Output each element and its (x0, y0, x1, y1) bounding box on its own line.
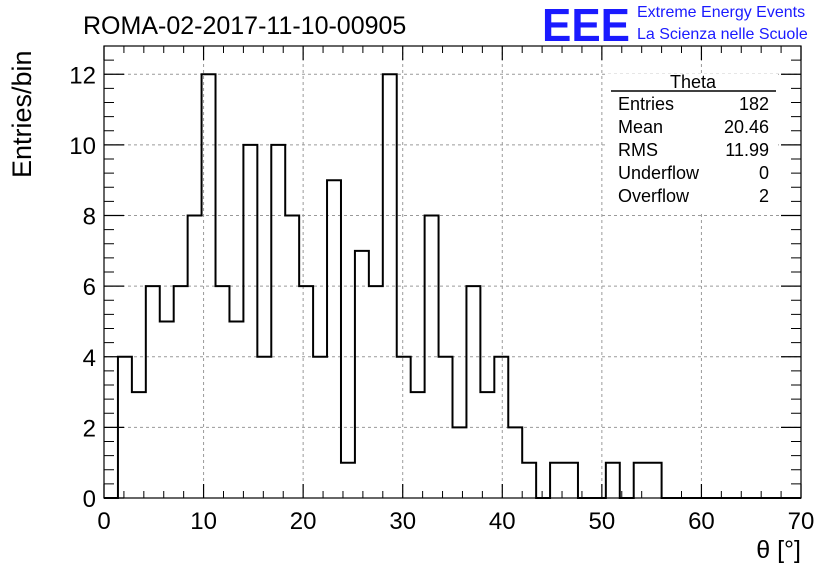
x-axis-title: θ [°] (756, 536, 801, 564)
stats-box-title: Theta (670, 72, 717, 92)
stats-value-overflow: 2 (759, 186, 769, 206)
stats-label-underflow: Underflow (618, 163, 700, 183)
stats-value-entries: 182 (739, 94, 769, 114)
eee-logo-line1: Extreme Energy Events (637, 4, 805, 21)
x-tick-label: 50 (589, 508, 616, 535)
x-tick-label: 40 (489, 508, 516, 535)
y-tick-label: 2 (83, 415, 96, 442)
stats-value-mean: 20.46 (724, 117, 769, 137)
stats-value-underflow: 0 (759, 163, 769, 183)
y-tick-labels: 0 2 4 6 8 10 12 (69, 62, 96, 513)
stats-box: Theta Entries 182 Mean 20.46 RMS 11.99 U… (606, 72, 778, 212)
y-tick-label: 10 (69, 133, 96, 160)
y-tick-label: 12 (69, 62, 96, 89)
plot-frame (103, 45, 802, 499)
stats-label-overflow: Overflow (618, 186, 690, 206)
y-tick-label: 8 (83, 204, 96, 231)
eee-logo-line2: La Scienza nelle Scuole (637, 26, 808, 43)
eee-logo-mark: EEE (542, 0, 630, 51)
stats-label-entries: Entries (618, 94, 674, 114)
x-tick-label: 0 (97, 508, 110, 535)
y-axis-title: Entries/bin (7, 50, 37, 178)
x-tick-label: 30 (389, 508, 416, 535)
y-tick-label: 6 (83, 274, 96, 301)
stats-box-background (606, 74, 778, 212)
stats-value-rms: 11.99 (725, 140, 769, 160)
x-tick-label: 20 (290, 508, 317, 535)
x-tick-label: 70 (788, 508, 815, 535)
x-tick-labels: 0 10 20 30 40 50 60 70 (97, 508, 814, 535)
stats-label-rms: RMS (618, 140, 658, 160)
y-tick-label: 4 (83, 345, 96, 372)
stats-label-mean: Mean (618, 117, 663, 137)
eee-logo: EEE Extreme Energy Events La Scienza nel… (542, 0, 808, 51)
run-title: ROMA-02-2017-11-10-00905 (83, 12, 406, 40)
x-tick-label: 60 (688, 508, 715, 535)
x-tick-label: 10 (190, 508, 217, 535)
y-tick-label: 0 (83, 486, 96, 513)
